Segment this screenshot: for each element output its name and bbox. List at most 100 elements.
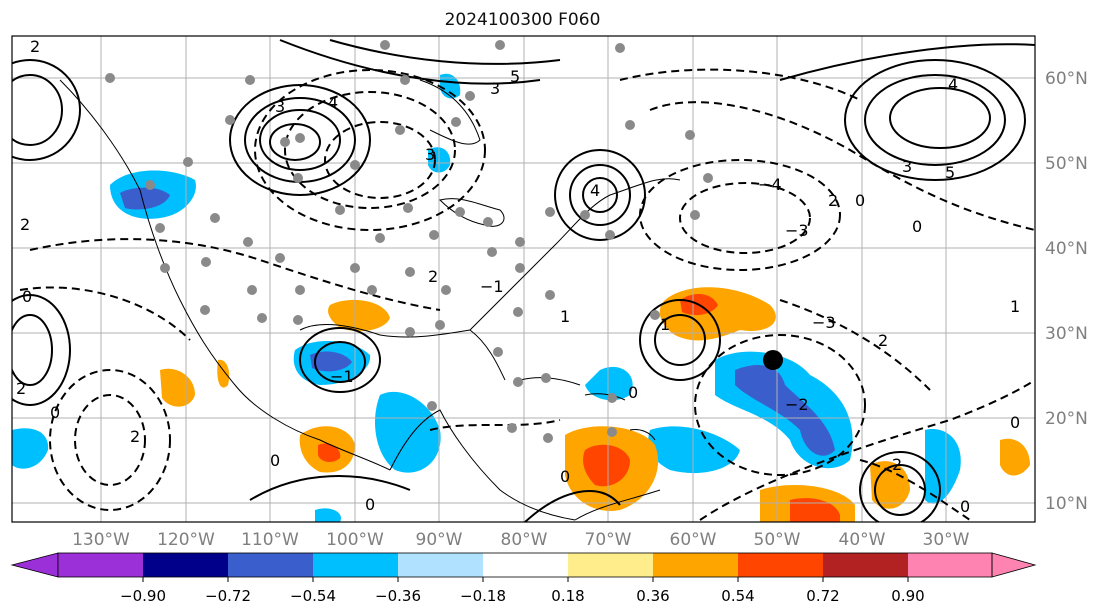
colorbar: −0.90 −0.72 −0.54 −0.36 −0.18 0.18 0.36 … [10, 552, 1037, 605]
shade-orange-far-east [1000, 438, 1030, 476]
lon-label: 120°W [157, 530, 215, 550]
contour-label: −2 [785, 395, 809, 414]
colorbar-tick: 0.36 [636, 587, 669, 605]
lon-label: 50°W [754, 530, 801, 550]
lon-label: 80°W [501, 530, 548, 550]
colorbar-segment [908, 553, 992, 577]
shade-darkblue-gulf [310, 351, 352, 372]
shade-blue-east [925, 429, 961, 504]
map-border [11, 35, 1036, 523]
atlantic-coast [469, 178, 681, 331]
negative-contours [19, 68, 1035, 521]
lat-label: 30°N [1045, 324, 1088, 344]
lat-label: 50°N [1045, 154, 1088, 174]
colorbar-segment [228, 553, 313, 577]
shade-darkblue-west [120, 187, 170, 210]
contour-label: 2 [828, 191, 838, 210]
contour-label: −1 [480, 277, 504, 296]
shade-blue-tropics [648, 426, 740, 474]
colorbar-segment [738, 553, 823, 577]
lon-label: 110°W [241, 530, 299, 550]
contour-label: 0 [22, 287, 32, 306]
shade-red-south [790, 498, 840, 522]
contour-label: −3 [785, 221, 809, 240]
colorbar-segment [143, 553, 228, 577]
colorbar-extend-low [10, 552, 59, 578]
colorbar-segment [313, 553, 398, 577]
contour-label: 2 [428, 267, 438, 286]
contour-label: −3 [812, 313, 836, 332]
colorbar-tick: 0.18 [551, 587, 584, 605]
contour-label: 4 [328, 93, 338, 112]
colorbar-segment [568, 553, 653, 577]
central-america [389, 409, 576, 521]
shade-red-caribbean [583, 444, 630, 487]
great-lakes [439, 198, 505, 227]
lon-label: 70°W [585, 530, 632, 550]
contour-label: 0 [960, 497, 970, 516]
contour-label: 0 [1010, 413, 1020, 432]
lon-label: 30°W [923, 530, 970, 550]
gulf-coast [299, 324, 506, 381]
contour-label: −4 [758, 175, 782, 194]
map-title: 2024100300 F060 [444, 10, 601, 30]
contour-label: 2 [20, 215, 30, 234]
lat-label: 10°N [1045, 494, 1088, 514]
contour-label: 1 [1010, 297, 1020, 316]
contour-label: 2 [130, 427, 140, 446]
contour-label: 3 [902, 157, 912, 176]
contour-label: 5 [945, 163, 955, 182]
contour-label: 5 [510, 67, 520, 86]
shade-blue-south [315, 508, 341, 522]
contour-label: 0 [270, 451, 280, 470]
gridlines [12, 36, 1035, 522]
colorbar-tick: −0.18 [460, 587, 506, 605]
coastlines [59, 79, 681, 521]
lat-label: 20°N [1045, 409, 1088, 429]
colorbar-segment [483, 553, 568, 577]
shaded-anomaly-regions [12, 73, 1030, 522]
south-america-coast [574, 489, 661, 521]
latitude-labels: 60°N 50°N 40°N 30°N 20°N 10°N [1045, 69, 1088, 514]
colorbar-tick: 0.54 [721, 587, 754, 605]
colorbar-tick: −0.36 [375, 587, 421, 605]
colorbar-tick: 0.90 [891, 587, 924, 605]
shade-blue-pacific-sw [12, 428, 49, 469]
storm-position-marker [763, 350, 783, 370]
lon-label: 100°W [326, 530, 384, 550]
positive-contours [12, 39, 1035, 522]
colorbar-tick: −0.90 [120, 587, 166, 605]
shade-darkblue-central-atlantic [735, 365, 835, 456]
lon-label: 60°W [670, 530, 717, 550]
colorbar-segment [58, 553, 143, 577]
colorbar-segment [653, 553, 738, 577]
colorbar-extend-high [991, 552, 1037, 578]
shade-orange-east [870, 461, 910, 509]
contour-label: 3 [490, 79, 500, 98]
contour-label: 4 [948, 75, 958, 94]
contour-labels: 2 3 4 5 3 2 0 2 0 2 −1 0 0 2 −1 1 0 4 −4… [16, 37, 1020, 516]
lat-label: 40°N [1045, 239, 1088, 259]
contour-label: 0 [628, 383, 638, 402]
shade-blue-east-atlantic [585, 366, 633, 401]
colorbar-segment [823, 553, 908, 577]
contour-label: 2 [16, 379, 26, 398]
contour-label: 0 [560, 467, 570, 486]
station-dots [105, 40, 713, 443]
lon-label: 130°W [72, 530, 130, 550]
contour-label: 2 [30, 37, 40, 56]
longitude-labels: 130°W 120°W 110°W 100°W 90°W 80°W 70°W 6… [72, 530, 970, 550]
contour-label: 3 [275, 97, 285, 116]
contour-label: 0 [912, 217, 922, 236]
hudson-bay [419, 79, 481, 145]
colorbar-tick: −0.54 [290, 587, 336, 605]
colorbar-tick: −0.72 [205, 587, 251, 605]
colorbar-tick: 0.72 [806, 587, 839, 605]
shade-orange-gulf-north [328, 299, 390, 332]
lon-label: 40°W [839, 530, 886, 550]
contour-label: 0 [365, 495, 375, 514]
shade-blue-caribbean [375, 391, 441, 473]
contour-label: 1 [660, 315, 670, 334]
contour-label: 2 [892, 455, 902, 474]
